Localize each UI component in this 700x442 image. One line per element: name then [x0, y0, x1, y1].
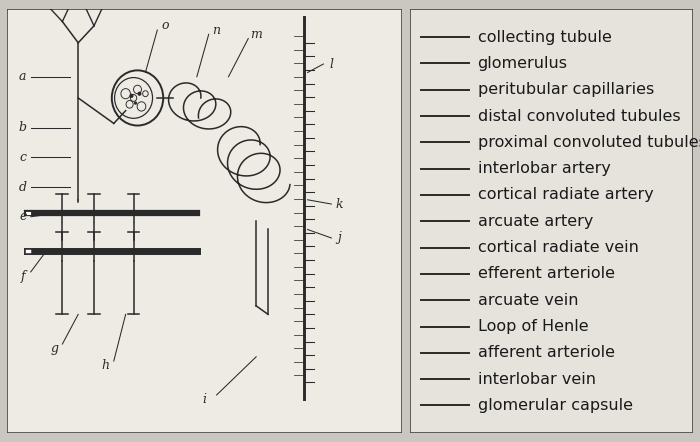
- Text: Loop of Henle: Loop of Henle: [477, 319, 588, 334]
- Text: afferent arteriole: afferent arteriole: [477, 345, 615, 360]
- Text: interlobar vein: interlobar vein: [477, 372, 596, 387]
- Text: glomerulus: glomerulus: [477, 56, 568, 71]
- Circle shape: [137, 91, 141, 96]
- Text: collecting tubule: collecting tubule: [477, 30, 611, 45]
- Text: proximal convoluted tubules: proximal convoluted tubules: [477, 135, 700, 150]
- Text: n: n: [213, 23, 220, 37]
- Text: h: h: [102, 359, 110, 372]
- Text: efferent arteriole: efferent arteriole: [477, 267, 615, 282]
- Circle shape: [130, 94, 134, 98]
- Text: distal convoluted tubules: distal convoluted tubules: [477, 109, 680, 124]
- Text: peritubular capillaries: peritubular capillaries: [477, 82, 654, 97]
- Text: d: d: [19, 180, 27, 194]
- Text: o: o: [162, 19, 169, 32]
- Text: j: j: [337, 232, 341, 244]
- Text: l: l: [329, 57, 333, 71]
- Text: interlobar artery: interlobar artery: [477, 161, 610, 176]
- Text: cortical radiate artery: cortical radiate artery: [477, 187, 653, 202]
- Text: b: b: [19, 121, 27, 134]
- Text: arcuate vein: arcuate vein: [477, 293, 578, 308]
- Text: cortical radiate vein: cortical radiate vein: [477, 240, 638, 255]
- Text: f: f: [20, 270, 25, 283]
- Text: c: c: [20, 151, 27, 164]
- Text: e: e: [19, 210, 27, 223]
- Text: glomerular capsule: glomerular capsule: [477, 398, 633, 413]
- Text: arcuate artery: arcuate artery: [477, 214, 593, 229]
- FancyBboxPatch shape: [7, 9, 402, 433]
- Text: a: a: [19, 70, 27, 83]
- Text: i: i: [203, 392, 206, 406]
- Text: k: k: [335, 198, 343, 210]
- Text: g: g: [50, 342, 59, 355]
- Circle shape: [134, 101, 137, 105]
- Text: m: m: [250, 28, 262, 41]
- FancyBboxPatch shape: [410, 9, 693, 433]
